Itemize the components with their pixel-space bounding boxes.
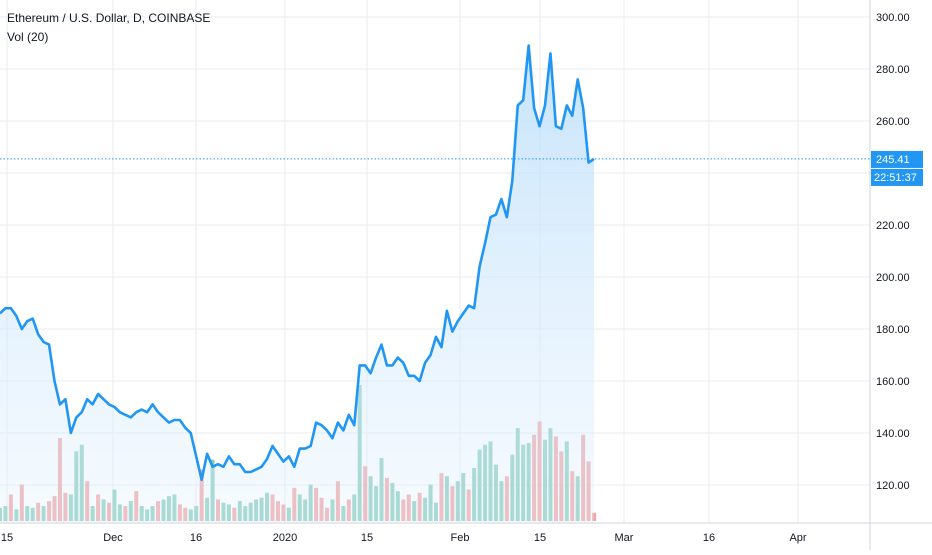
time-tick-label: 16: [190, 532, 202, 544]
line-layer: [0, 44, 870, 482]
price-tick-label: 160.00: [876, 376, 910, 388]
last-price-label: 245.41: [876, 154, 910, 166]
price-tick-label: 260.00: [876, 116, 910, 128]
grid-layer: [0, 0, 870, 523]
price-tick-label: 180.00: [876, 324, 910, 336]
price-tick-label: 220.00: [876, 220, 910, 232]
price-tick-label: 120.00: [876, 480, 910, 492]
countdown-box: [871, 168, 923, 186]
chart-header: Ethereum / U.S. Dollar, D, COINBASE Vol …: [7, 9, 210, 47]
time-tick-label: 15: [1, 532, 13, 544]
time-tick-label: Mar: [615, 532, 634, 544]
area-layer: [0, 45, 595, 523]
chart-title: Ethereum / U.S. Dollar, D, COINBASE: [7, 11, 211, 25]
time-tick-label: Apr: [789, 532, 806, 544]
time-tick-label: Dec: [103, 532, 123, 544]
price-line: [0, 44, 595, 482]
time-tick-label: Feb: [451, 532, 470, 544]
price-tick-label: 280.00: [876, 64, 910, 76]
indicator-label: Vol (20): [7, 30, 49, 44]
time-tick-label: 2020: [273, 532, 297, 544]
price-tick-label: 200.00: [876, 272, 910, 284]
countdown-label: 22:51:37: [874, 172, 917, 184]
price-tick-label: 140.00: [876, 428, 910, 440]
price-area: [0, 45, 595, 523]
price-tick-label: 300.00: [876, 12, 910, 24]
time-tick-label: 16: [703, 532, 715, 544]
last-price-box: [871, 150, 923, 168]
time-tick-label: 15: [361, 532, 373, 544]
time-tick-label: 15: [534, 532, 546, 544]
